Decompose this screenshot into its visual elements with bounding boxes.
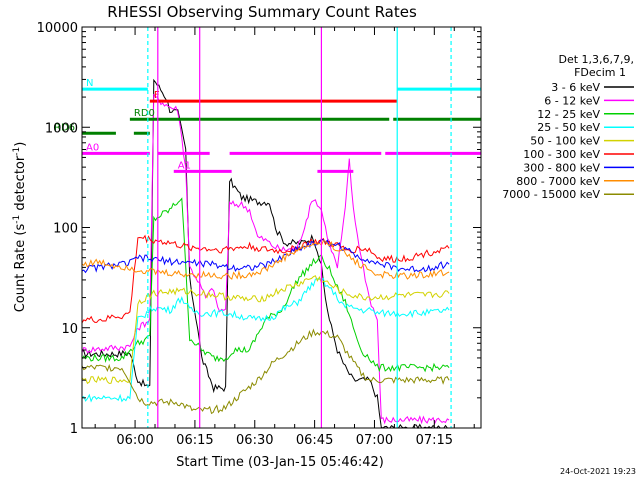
y-tick-label: 1: [70, 422, 78, 437]
legend-label-4: 50 - 100 keV: [530, 135, 600, 148]
flag-label-1: F: [154, 90, 160, 101]
legend-label-2: 12 - 25 keV: [537, 108, 600, 121]
x-axis: 06:00 06:15 06:30 06:45 07:00 07:15: [94, 27, 475, 448]
y-tick-label: 10000: [37, 21, 78, 36]
x-tick-label: 06:15: [176, 433, 213, 448]
series-line-2: [81, 197, 450, 373]
series-line-5: [81, 234, 450, 324]
legend-header-1: Det 1,3,6,7,9,: [558, 53, 634, 66]
footer-date: 24-Oct-2021 19:23: [560, 467, 636, 476]
x-tick-label: 07:15: [416, 433, 453, 448]
y-axis-label-mid: detector: [13, 155, 28, 215]
flag-label-4: A0: [86, 142, 99, 153]
series-line-4: [81, 275, 450, 385]
y-axis-label: Count Rate (s-1 detector-1): [12, 142, 28, 313]
x-axis-label: Start Time (03-Jan-15 05:46:42): [176, 455, 384, 470]
vlines-layer: [147, 27, 452, 428]
series-line-3: [81, 277, 450, 403]
flag-label-5: A1: [178, 160, 191, 171]
flag-label-0: N: [86, 78, 93, 89]
y-axis-label-end: ): [13, 142, 28, 147]
series-line-8: [81, 328, 450, 415]
legend-label-5: 100 - 300 keV: [523, 148, 600, 161]
y-axis: 1 10 100 1000 10000: [37, 21, 481, 437]
legend-label-3: 25 - 50 keV: [537, 121, 600, 134]
x-tick-label: 06:30: [236, 433, 273, 448]
series-line-6: [81, 238, 450, 274]
chart-title: RHESSI Observing Summary Count Rates: [107, 3, 417, 21]
legend-label-6: 300 - 800 keV: [523, 161, 600, 174]
x-tick-label: 06:45: [296, 433, 333, 448]
legend-label-7: 800 - 7000 keV: [516, 175, 600, 188]
y-axis-label-main: Count Rate (s: [13, 224, 28, 313]
flag-label-3: RD6: [54, 122, 75, 133]
x-tick-label: 06:00: [116, 433, 153, 448]
y-tick-label: 10: [61, 322, 78, 337]
y-tick-label: 1000: [45, 121, 78, 136]
series-line-1: [81, 93, 450, 425]
legend-label-1: 6 - 12 keV: [544, 94, 600, 107]
legend-header-2: FDecim 1: [574, 66, 626, 79]
x-tick-label: 07:00: [356, 433, 393, 448]
legend-label-8: 7000 - 15000 keV: [502, 188, 600, 201]
flags-layer: N F RD0 RD6 A0 A1: [54, 78, 481, 173]
legend-label-0: 3 - 6 keV: [551, 81, 600, 94]
series-line-7: [81, 240, 450, 280]
y-axis-label-sup2: -1: [12, 147, 22, 156]
y-axis-label-sup1: -1: [12, 215, 22, 224]
flag-label-2: RD0: [134, 108, 155, 119]
y-tick-label: 100: [53, 222, 78, 237]
